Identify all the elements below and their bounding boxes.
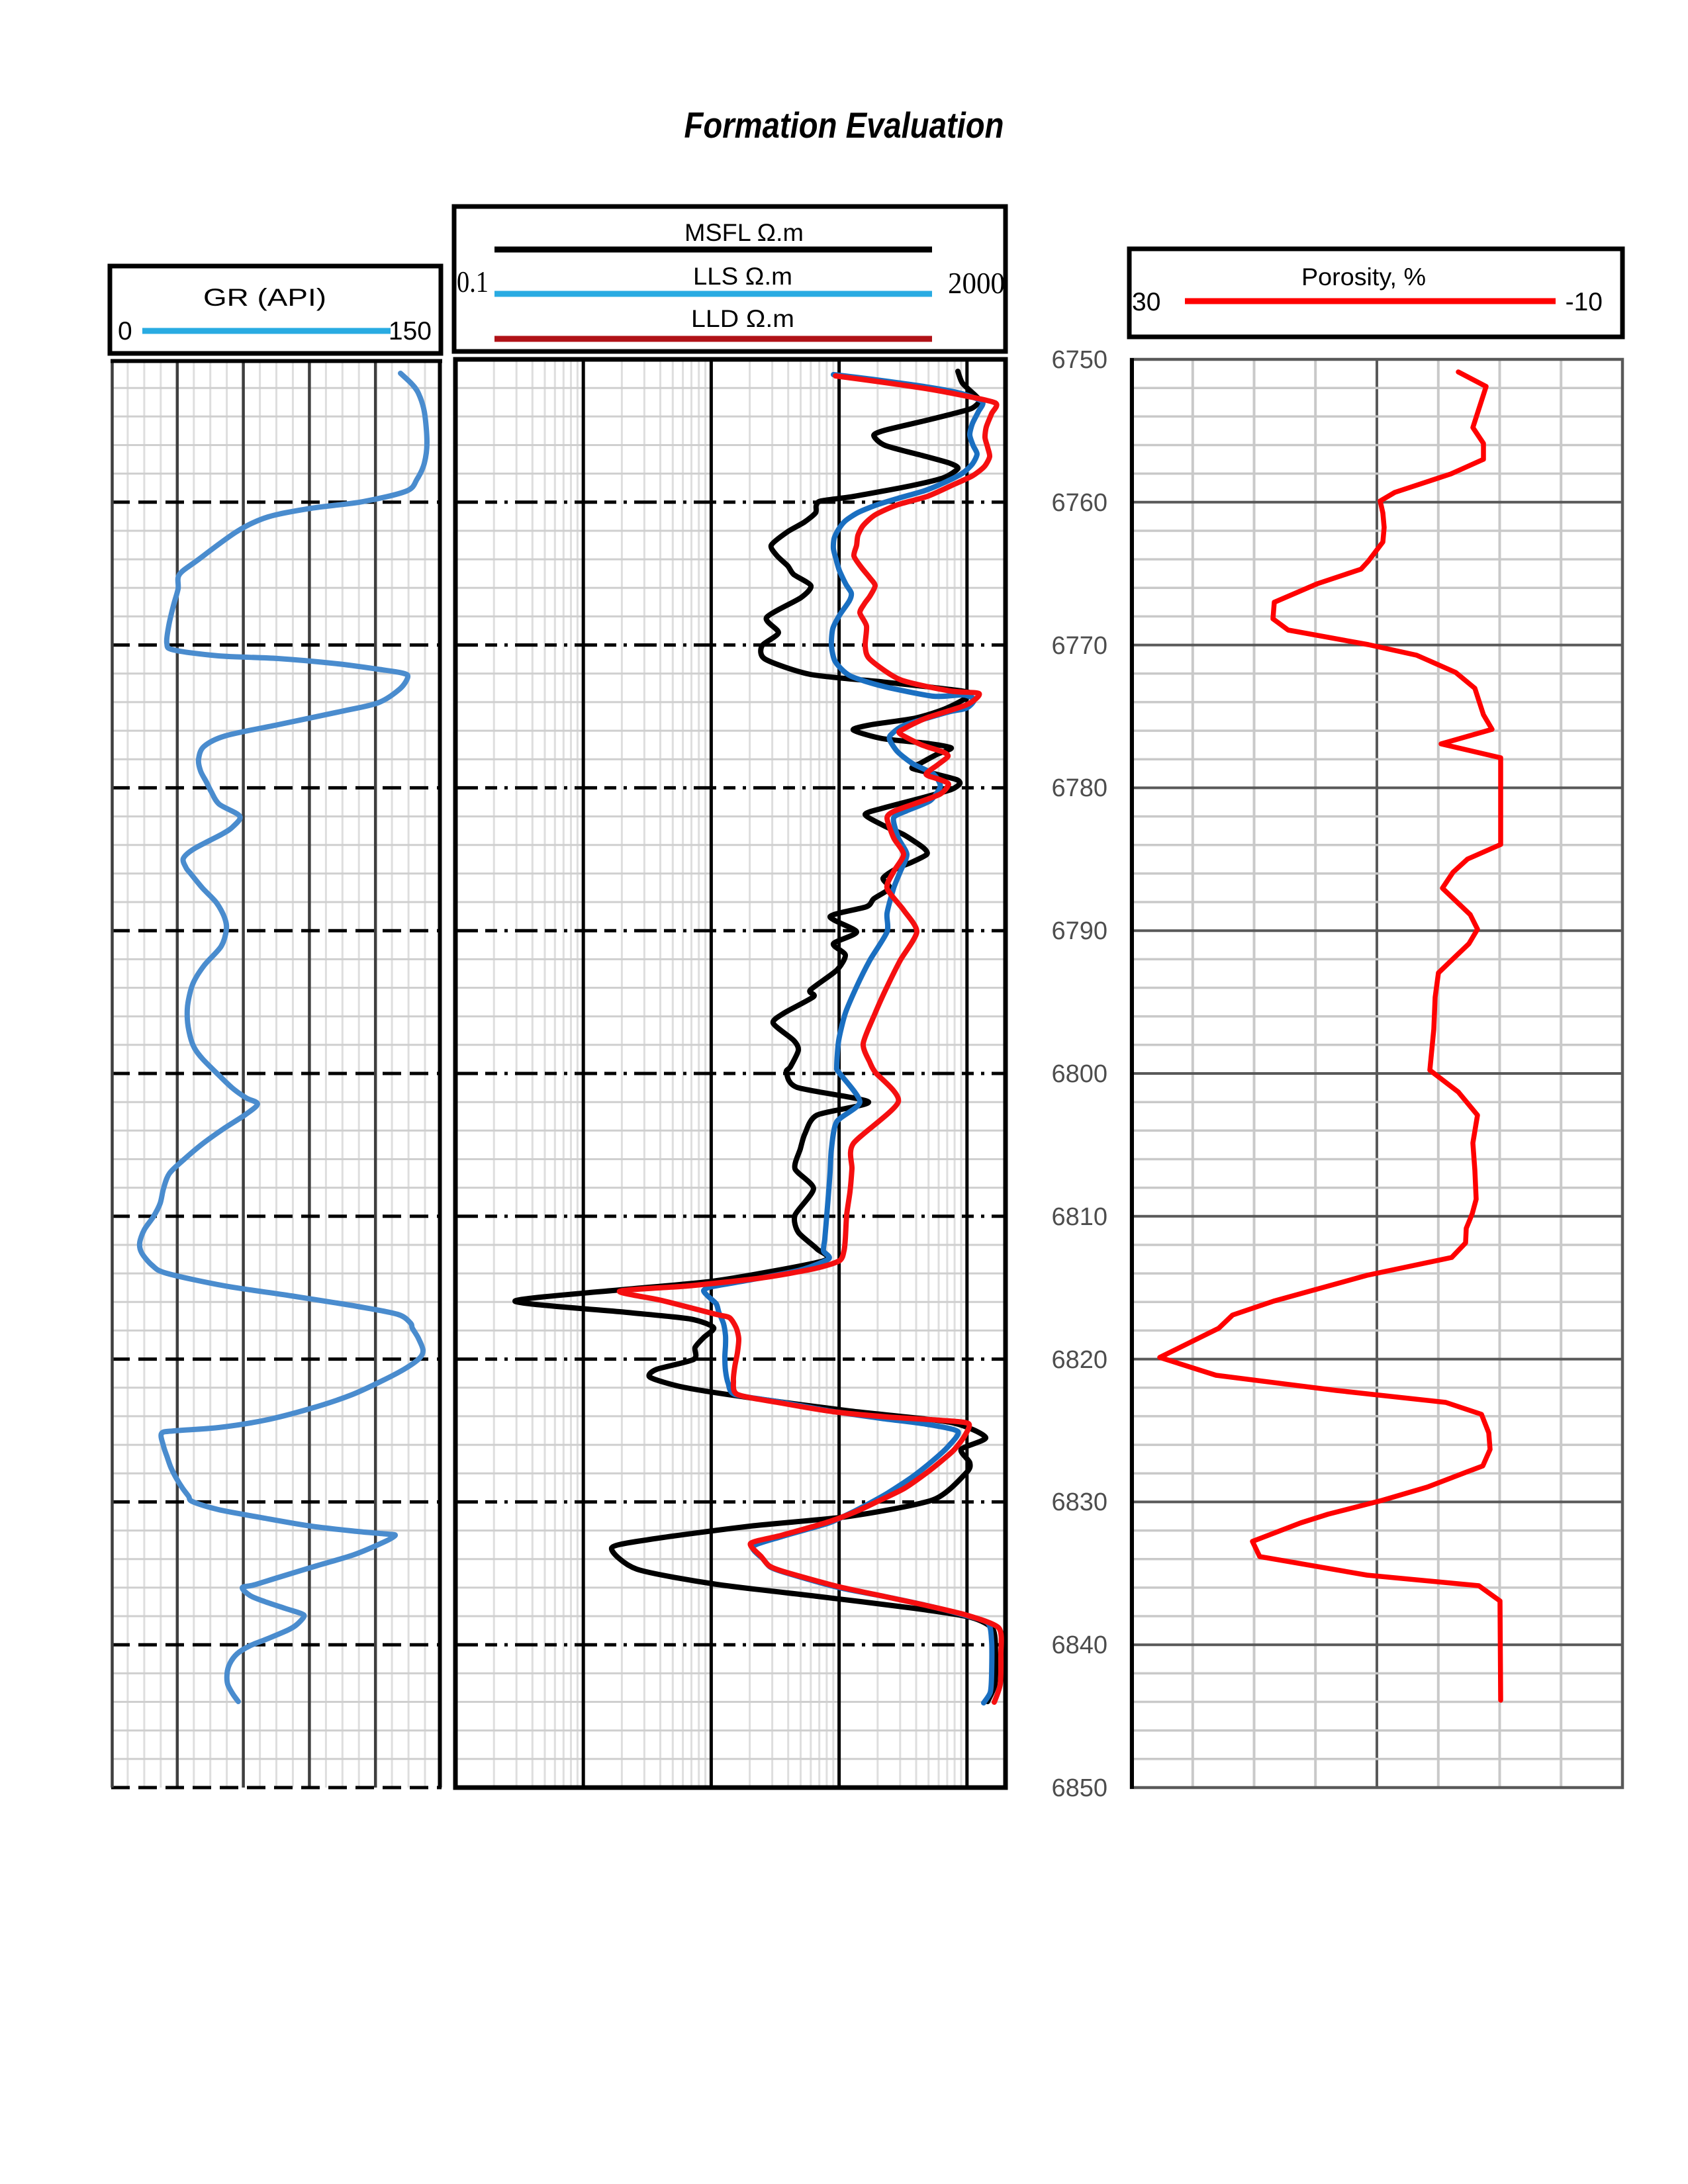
svg-text:LLD Ω.m: LLD Ω.m [691, 305, 794, 332]
svg-text:6800: 6800 [1051, 1060, 1107, 1088]
svg-text:0: 0 [118, 317, 132, 345]
svg-text:6790: 6790 [1051, 917, 1107, 945]
svg-text:150: 150 [389, 317, 432, 345]
svg-text:6750: 6750 [1051, 346, 1107, 374]
svg-text:6830: 6830 [1051, 1488, 1107, 1516]
svg-text:6850: 6850 [1051, 1774, 1107, 1802]
svg-text:6820: 6820 [1051, 1346, 1107, 1374]
svg-text:Formation Evaluation: Formation Evaluation [684, 105, 1004, 146]
svg-text:6760: 6760 [1051, 489, 1107, 517]
svg-text:GR (API): GR (API) [203, 284, 326, 311]
svg-text:Porosity, %: Porosity, % [1301, 263, 1426, 291]
svg-text:MSFL Ω.m: MSFL Ω.m [684, 219, 804, 246]
svg-text:6840: 6840 [1051, 1631, 1107, 1659]
svg-text:-10: -10 [1566, 288, 1603, 316]
svg-text:6780: 6780 [1051, 774, 1107, 802]
svg-text:2000: 2000 [948, 266, 1005, 300]
svg-text:LLS Ω.m: LLS Ω.m [693, 263, 792, 290]
svg-text:6810: 6810 [1051, 1203, 1107, 1231]
svg-text:30: 30 [1132, 288, 1160, 316]
svg-text:0.1: 0.1 [457, 265, 489, 298]
svg-text:6770: 6770 [1051, 632, 1107, 660]
